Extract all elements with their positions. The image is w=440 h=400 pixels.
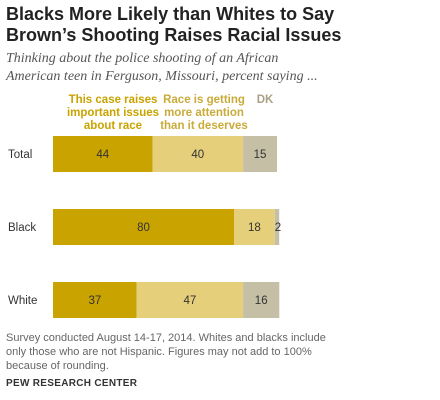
data-label-white-series-1: 37 (89, 295, 102, 307)
bar-black-series-2 (234, 209, 275, 245)
bar-total-series-2 (152, 136, 244, 172)
category-label-white: White (8, 295, 37, 307)
legend-series-3: DK (250, 94, 280, 107)
category-label-total: Total (8, 149, 32, 161)
bar-white-series-2 (136, 282, 243, 318)
note-line-2: only those who are not Hispanic. Figures… (6, 346, 312, 358)
chart-title: Blacks More Likely than Whites to Say Br… (6, 4, 426, 46)
data-label-total-series-1: 44 (96, 149, 109, 161)
bar-white-series-1 (53, 282, 137, 318)
survey-note: Survey conducted August 14-17, 2014. Whi… (6, 331, 426, 373)
legend-series-1-line-2: important issues (66, 107, 160, 119)
data-label-black-series-2: 18 (248, 222, 261, 234)
chart-subtitle: Thinking about the police shooting of an… (6, 50, 426, 86)
data-label-black-series-3: 2 (275, 222, 281, 234)
note-line-1: Survey conducted August 14-17, 2014. Whi… (6, 332, 326, 344)
category-label-black: Black (8, 222, 36, 234)
note-line-3: because of rounding. (6, 360, 109, 372)
legend-series-1: This case raises important issues about … (62, 94, 164, 133)
legend-series-2-line-3: than it deserves (160, 120, 248, 132)
title-line-2: Brown’s Shooting Raises Racial Issues (6, 25, 342, 45)
bar-black-series-1 (53, 209, 234, 245)
legend-series-2-line-1: Race is getting (163, 94, 245, 106)
subtitle-line-1: Thinking about the police shooting of an… (6, 51, 279, 66)
legend-series-3-line-1: DK (256, 94, 274, 106)
source-label: PEW RESEARCH CENTER (6, 378, 138, 389)
bar-total-series-1 (53, 136, 153, 172)
legend-series-1-line-3: about race (83, 120, 143, 132)
data-label-black-series-1: 80 (137, 222, 150, 234)
data-label-total-series-3: 15 (254, 149, 267, 161)
data-label-white-series-3: 16 (255, 295, 268, 307)
legend-series-2: Race is getting more attention than it d… (148, 94, 260, 133)
bar-total-series-3 (243, 136, 277, 172)
bar-black-series-3 (274, 209, 280, 245)
subtitle-line-2: American teen in Ferguson, Missouri, per… (6, 69, 318, 84)
legend-series-2-line-2: more attention (164, 107, 244, 119)
title-line-1: Blacks More Likely than Whites to Say (6, 4, 335, 24)
legend-series-1-line-1: This case raises (68, 94, 158, 106)
bar-white-series-3 (243, 282, 280, 318)
data-label-total-series-2: 40 (191, 149, 204, 161)
data-label-white-series-2: 47 (184, 295, 197, 307)
